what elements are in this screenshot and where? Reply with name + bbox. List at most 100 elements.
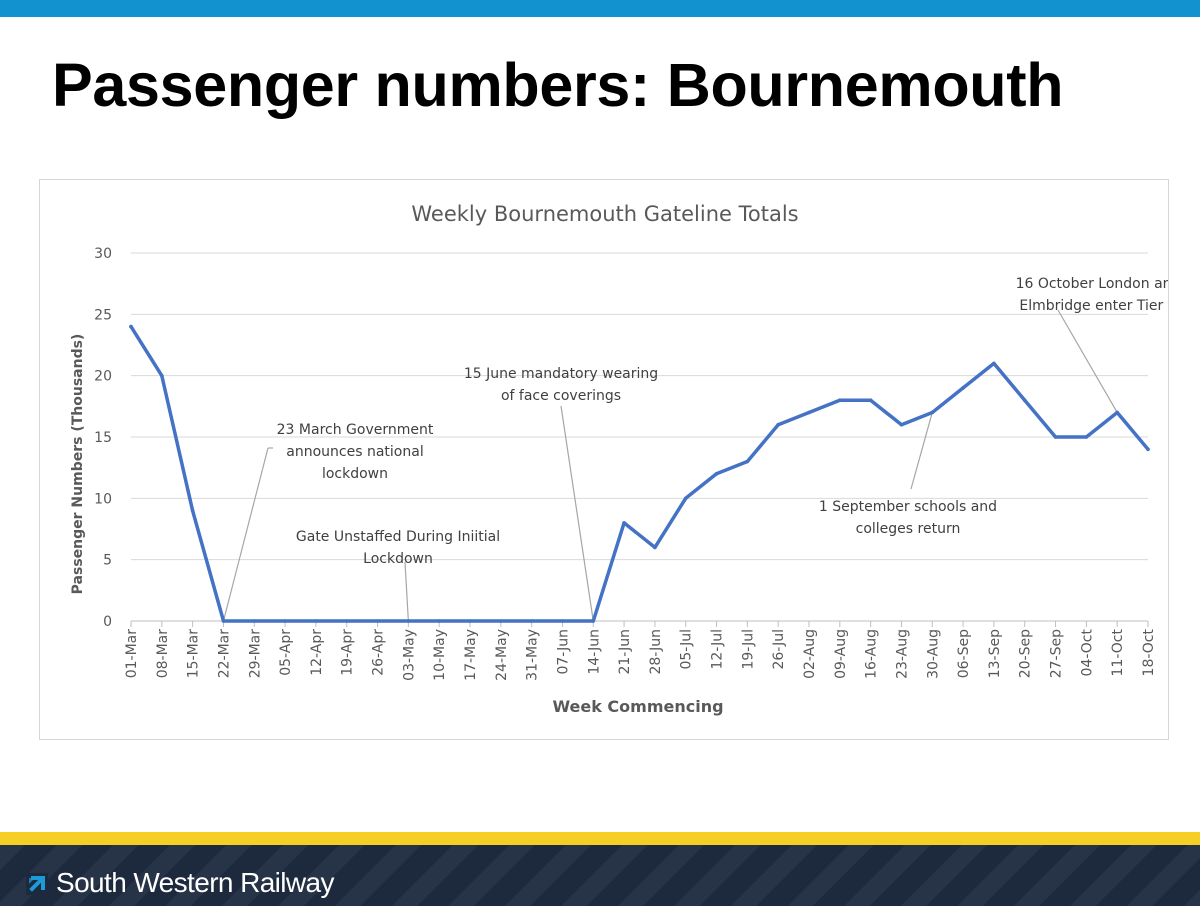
y-tick-label: 0 [103,614,112,630]
annotation-line: announces national [286,444,423,460]
x-tick-label: 11-Oct [1110,628,1126,676]
data-point [529,619,534,623]
data-point [776,422,780,427]
data-point [406,619,411,623]
x-tick-label: 17-May [463,629,479,681]
x-tick-label: 31-May [525,629,541,681]
data-point [1022,398,1027,402]
annotation-line: lockdown [322,466,388,482]
data-point [437,619,441,623]
data-point [838,398,842,402]
y-tick-label: 30 [94,246,112,262]
data-point [807,410,811,415]
data-point [930,410,935,415]
data-point [1146,447,1150,452]
chart-container: Weekly Bournemouth Gateline Totals 0 5 10 1… [39,179,1169,740]
annotation-connector [910,412,933,490]
x-tick-label: 05-Apr [278,629,294,676]
data-point [899,422,904,427]
brand-name: South Western Railway [56,867,335,898]
annotation-line: 23 March Government [277,422,434,438]
x-tick-label: 14-Jun [586,629,602,675]
x-tick-label: 02-Aug [802,629,818,679]
annotation-line: Lockdown [363,551,433,567]
data-point [468,619,472,623]
x-tick-label: 27-Sep [1049,629,1065,678]
series-layer [129,324,1150,623]
x-tick-label: 06-Sep [956,629,972,678]
data-point [591,619,596,623]
y-axis-label: Passenger Numbers (Thousands) [70,334,86,595]
annotation-line: Elmbridge enter Tier 2 [1019,298,1168,314]
x-tick-label: 18-Oct [1141,628,1157,676]
x-tick-label: 01-Mar [124,629,140,679]
annotation-connector [404,561,409,622]
y-tick-label: 25 [94,307,112,323]
annotation-labels: 23 March Government announces national loc… [277,276,1168,567]
x-tick-label: 29-Mar [247,629,263,679]
annotation-connector [560,405,594,622]
data-point [160,373,164,378]
x-tick-label: 19-Jul [740,629,756,670]
data-point [683,496,688,501]
x-tick-label: 05-Jul [679,629,695,670]
data-point [560,619,565,623]
y-tick-label: 15 [94,430,112,446]
yellow-accent-band [0,832,1200,845]
data-point [653,545,657,550]
x-tick-label: 30-Aug [925,629,941,679]
line-chart: Weekly Bournemouth Gateline Totals 0 5 10 1… [70,202,1168,716]
brand-arrow-icon [26,873,48,895]
top-accent-bar [0,0,1200,17]
x-tick-label: 26-Apr [371,629,387,676]
data-point [714,472,719,476]
data-point [622,521,626,525]
chart-title: Weekly Bournemouth Gateline Totals [411,202,798,226]
x-tick-label: 12-Apr [309,629,325,676]
data-point [1115,410,1119,415]
x-tick-label: 19-Apr [340,629,356,676]
slide-title: Passenger numbers: Bournemouth [52,51,1064,119]
y-tick-label: 5 [103,553,112,569]
x-tick-label: 03-May [401,629,417,681]
data-point [190,508,195,513]
data-point [344,619,349,623]
data-point [745,459,750,464]
annotation-line: 1 September schools and [819,499,997,515]
annotation-connectors [222,309,1118,622]
y-tick-label: 20 [94,369,112,385]
x-tick-label: 24-May [494,629,510,681]
series-line [129,324,1150,623]
data-point [499,619,503,623]
annotation-connector [222,447,269,622]
annotation-line: 15 June mandatory wearing [464,366,658,382]
x-tick-label: 21-Jun [617,629,633,675]
x-tick-label: 08-Mar [155,629,171,679]
x-tick-label: 28-Jun [648,629,664,675]
annotation-connector [1057,309,1118,413]
data-point [375,619,380,623]
x-tick-label: 16-Aug [864,629,880,679]
data-point [961,386,965,390]
x-tick-label: 09-Aug [833,629,849,679]
annotation-line: of face coverings [501,388,621,404]
annotation-line: colleges return [856,521,961,537]
y-tick-label: 10 [94,491,112,507]
x-tick-label: 12-Jul [710,629,726,670]
data-point [868,398,873,402]
footer-bar: South Western Railway [0,845,1200,906]
x-tick-label: 20-Sep [1018,629,1034,678]
data-point [992,361,996,366]
x-tick-label: 07-Jun [555,629,571,675]
x-tick-label: 13-Sep [987,629,1003,678]
x-tick-label: 10-May [432,629,448,681]
data-point [221,619,226,623]
data-point [1084,435,1089,439]
annotation-line: Gate Unstaffed During Iniitial [296,529,500,545]
axis-ticks: 0 5 10 15 20 25 30 01-Mar 08-Mar 15-Mar 22-Mar 29-M… [94,246,1157,681]
data-point [1053,435,1058,439]
x-axis-label: Week Commencing [552,697,723,716]
data-point [314,619,318,623]
x-tick-label: 26-Jul [771,629,787,670]
x-tick-label: 22-Mar [216,629,232,679]
